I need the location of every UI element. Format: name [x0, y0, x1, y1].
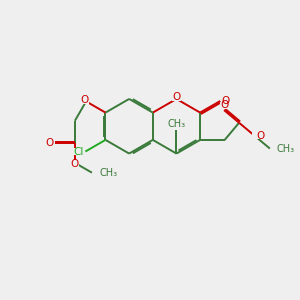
Text: Cl: Cl [74, 146, 84, 157]
Text: O: O [46, 138, 54, 148]
Bar [80, 96, 89, 104]
Text: O: O [220, 100, 228, 110]
Text: O: O [221, 96, 230, 106]
Bar [252, 132, 260, 140]
Text: O: O [256, 131, 265, 141]
Bar [172, 94, 181, 101]
Text: O: O [172, 92, 181, 103]
Bar [46, 139, 54, 147]
Text: CH₃: CH₃ [99, 168, 118, 178]
Bar [74, 148, 84, 155]
Bar [220, 102, 228, 109]
Text: CH₃: CH₃ [167, 119, 185, 129]
Text: O: O [71, 159, 79, 169]
Text: CH₃: CH₃ [276, 144, 295, 154]
Text: O: O [80, 95, 89, 105]
Bar [71, 160, 79, 168]
Bar [221, 97, 230, 105]
